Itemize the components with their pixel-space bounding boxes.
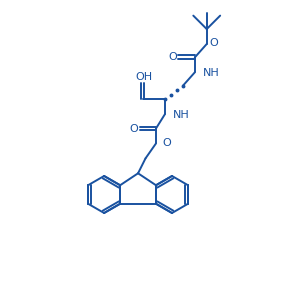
Text: O: O (209, 38, 218, 48)
Text: O: O (129, 124, 138, 134)
Text: O: O (168, 52, 177, 62)
Text: O: O (163, 138, 171, 148)
Text: NH: NH (173, 110, 190, 120)
Text: NH: NH (203, 68, 220, 78)
Text: OH: OH (136, 72, 153, 82)
